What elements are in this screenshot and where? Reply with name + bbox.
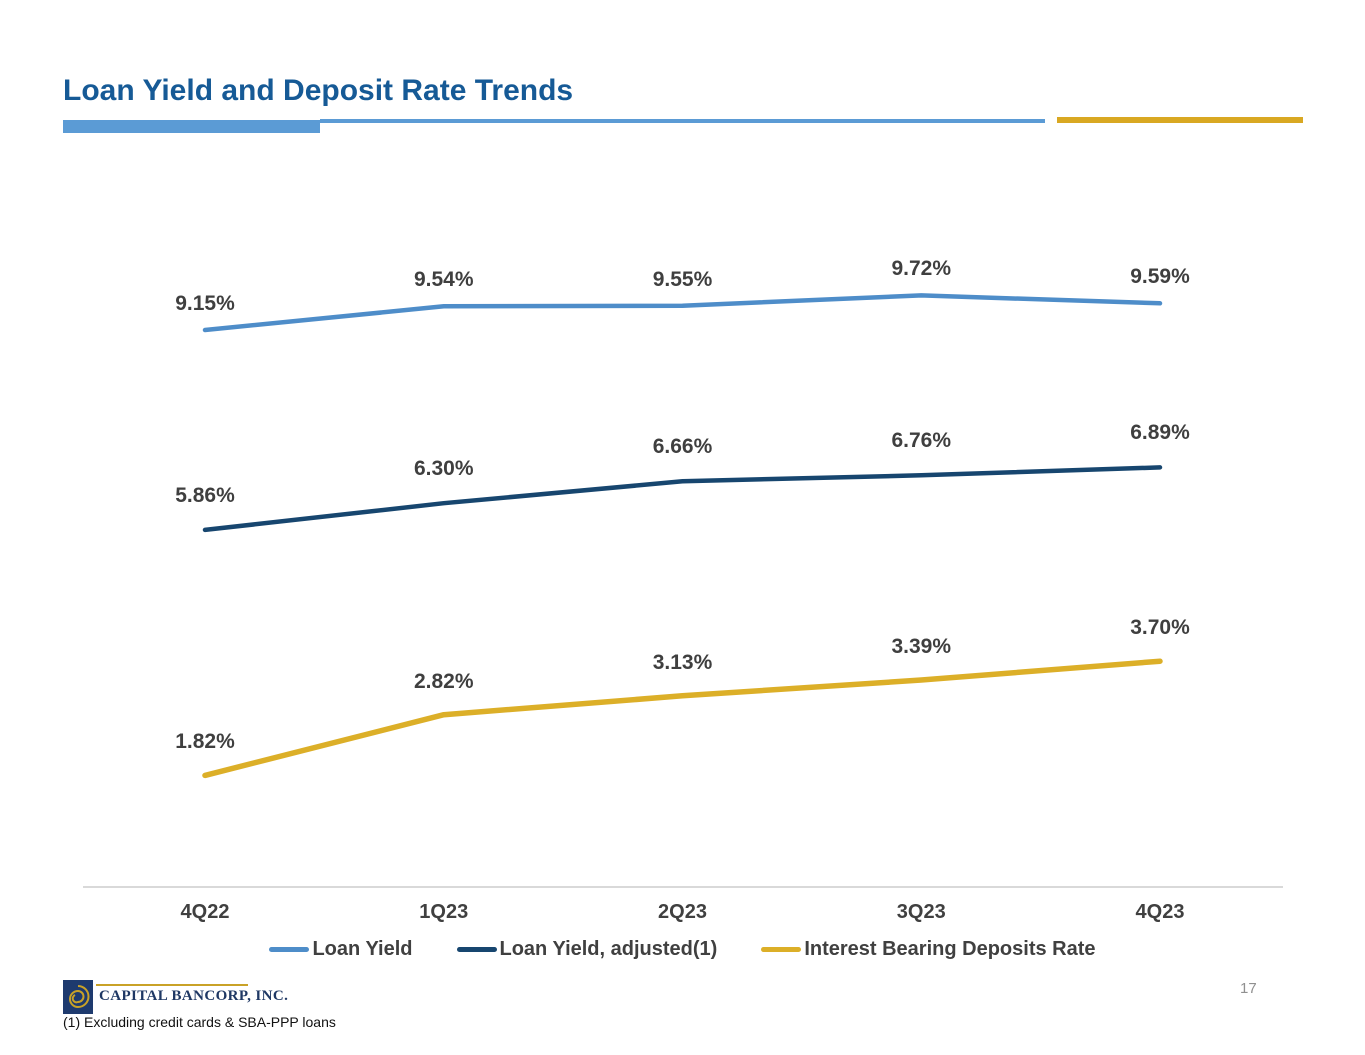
x-axis-label-4q22: 4Q22 xyxy=(180,901,230,923)
loan-yield-value-label-2q23: 9.55% xyxy=(652,267,713,291)
interest-bearing-deposits-rate-value-label-1q23: 2.82% xyxy=(413,669,474,693)
legend-label-loan-yield-adjusted-1: Loan Yield, adjusted(1) xyxy=(499,938,718,960)
page-title: Loan Yield and Deposit Rate Trends xyxy=(63,74,574,107)
loan-yield-line xyxy=(202,293,1163,333)
chart-legend: Loan Yield Loan Yield, adjusted(1) Interes… xyxy=(0,938,1365,961)
legend-swatch-interest-bearing-deposits-rate xyxy=(761,946,802,953)
loan-yield-adjusted-1-value-label-4q22: 5.86% xyxy=(175,483,235,507)
title-underline-gold xyxy=(1057,117,1303,123)
loan-yield-value-label-3q23: 9.72% xyxy=(891,257,952,281)
legend-swatch-loan-yield-adjusted-1 xyxy=(456,947,497,952)
x-axis-label-2q23: 2Q23 xyxy=(658,901,707,923)
logo-spiral-icon xyxy=(63,980,93,1014)
loan-yield-adjusted-1-value-label-1q23: 6.30% xyxy=(413,457,474,481)
legend-item-interest-bearing-deposits-rate: Interest Bearing Deposits Rate xyxy=(761,938,1096,961)
logo-gold-line xyxy=(96,984,248,986)
logo-text: CAPITAL BANCORP, INC. xyxy=(99,988,289,1004)
x-axis-label-4q23: 4Q23 xyxy=(1135,901,1185,923)
loan-yield-adjusted-1-line xyxy=(202,465,1163,533)
page-number: 17 xyxy=(1240,980,1257,997)
legend-item-loan-yield-adjusted-1: Loan Yield, adjusted(1) xyxy=(456,938,718,961)
interest-bearing-deposits-rate-value-label-3q23: 3.39% xyxy=(891,635,952,659)
title-underline-thin-blue xyxy=(320,119,1045,123)
loan-yield-value-label-4q23: 9.59% xyxy=(1130,265,1190,289)
loan-yield-value-label-4q22: 9.15% xyxy=(175,292,235,316)
loan-yield-adjusted-1-value-label-3q23: 6.76% xyxy=(891,429,952,453)
x-axis-label-3q23: 3Q23 xyxy=(896,901,946,923)
loan-yield-value-label-1q23: 9.54% xyxy=(413,268,474,292)
company-logo: CAPITAL BANCORP, INC. xyxy=(63,978,323,1018)
legend-swatch-loan-yield xyxy=(269,947,310,952)
interest-bearing-deposits-rate-value-label-4q23: 3.70% xyxy=(1130,616,1190,640)
footnote: (1) Excluding credit cards & SBA-PPP loa… xyxy=(63,1014,336,1030)
x-axis-label-1q23: 1Q23 xyxy=(419,901,469,923)
loan-yield-adjusted-1-value-label-2q23: 6.66% xyxy=(652,435,713,459)
loan-yield-adjusted-1-value-label-4q23: 6.89% xyxy=(1130,421,1190,445)
interest-bearing-deposits-rate-value-label-2q23: 3.13% xyxy=(652,650,713,674)
legend-item-loan-yield: Loan Yield xyxy=(269,938,413,961)
legend-label-interest-bearing-deposits-rate: Interest Bearing Deposits Rate xyxy=(804,938,1096,960)
title-underline-thick-bar xyxy=(63,120,320,133)
legend-label-loan-yield: Loan Yield xyxy=(312,938,413,960)
x-axis-line xyxy=(83,886,1283,888)
interest-bearing-deposits-rate-line xyxy=(202,658,1163,779)
interest-bearing-deposits-rate-value-label-4q22: 1.82% xyxy=(175,730,235,754)
